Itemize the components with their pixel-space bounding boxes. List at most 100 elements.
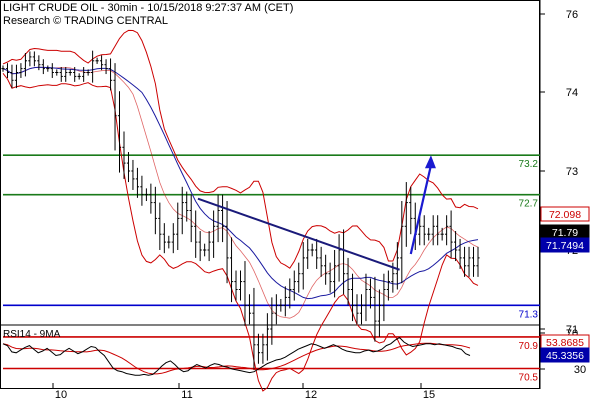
bollinger-lower (2, 72, 479, 392)
price-bar (368, 278, 373, 309)
price-bar (19, 63, 23, 78)
price-bar (328, 262, 332, 293)
price-bar (337, 234, 341, 282)
price-bar (341, 229, 346, 295)
price-bar (377, 289, 382, 337)
price-bar (243, 261, 247, 326)
price-bar (315, 238, 319, 269)
trendline (197, 197, 400, 271)
price-bar (113, 63, 117, 151)
price-bar (234, 270, 238, 301)
price-bar (476, 246, 480, 277)
price-bar (462, 246, 467, 277)
price-bar (324, 254, 328, 285)
price-bar (297, 262, 301, 293)
price-tag-1: 71.79 (552, 227, 578, 239)
price-bar (99, 55, 104, 71)
price-bar (104, 59, 108, 75)
price-bar (68, 69, 72, 76)
x-tick-label-11: 11 (181, 389, 192, 400)
x-tick-label-10: 10 (55, 389, 67, 400)
price-bar (458, 238, 462, 269)
price-bar (10, 64, 14, 89)
level-label-72.7: 72.7 (519, 199, 539, 210)
rsi-line (2, 336, 471, 376)
price-bar (82, 67, 86, 82)
price-bar (261, 333, 265, 364)
price-bar (14, 64, 19, 89)
level-label-73.2: 73.2 (519, 159, 539, 170)
price-bar (55, 69, 59, 76)
price-bar (288, 278, 292, 309)
price-bar (409, 186, 413, 235)
price-bar (149, 183, 153, 214)
y-tick-label-76: 76 (566, 9, 578, 21)
price-bar (225, 201, 229, 284)
price-bar (32, 51, 36, 67)
price-bar (176, 202, 180, 250)
price-bar (471, 246, 476, 277)
price-bar (355, 294, 359, 325)
price-bar (135, 167, 140, 198)
price-bar (359, 294, 364, 325)
price-bar (162, 223, 166, 254)
price-bar (73, 67, 77, 82)
price-bar (144, 188, 148, 202)
price-bar (301, 242, 305, 290)
price-bar (59, 67, 63, 82)
price-bar (256, 333, 261, 364)
price-bar (333, 250, 337, 298)
y-tick-label-73: 73 (566, 166, 578, 178)
price-bar (436, 215, 440, 246)
price-bar (395, 242, 399, 290)
price-bar (440, 227, 444, 241)
price-bar (122, 131, 126, 179)
level-label-70.5: 70.5 (519, 373, 539, 384)
price-bar (279, 298, 283, 312)
price-tag-2: 71.7494 (546, 240, 584, 252)
price-bar (229, 237, 234, 303)
price-bar (364, 273, 368, 322)
price-bar (171, 223, 175, 254)
price-bar (41, 59, 45, 75)
price-bar (212, 210, 216, 258)
price-bar (203, 243, 207, 257)
price-bar (453, 231, 458, 262)
price-bar (131, 159, 135, 190)
price-bar (185, 191, 189, 222)
price-bar (418, 215, 422, 246)
rsi-tick-label-30: 30 (574, 364, 586, 376)
price-bar (373, 276, 377, 342)
price-bar (108, 58, 113, 91)
bollinger-upper (2, 29, 479, 269)
price-tag-2-box (540, 237, 590, 253)
price-bar (247, 294, 252, 325)
price-bar (427, 227, 431, 241)
price-bar (1, 65, 5, 72)
price-bar (64, 67, 68, 82)
rsi-tag-1-box (540, 347, 590, 363)
price-bar (238, 270, 243, 301)
price-bar (126, 152, 131, 183)
price-bar (252, 287, 256, 371)
price-bar (467, 246, 471, 277)
price-bar (46, 65, 50, 72)
price-bar (140, 175, 144, 206)
price-bar (189, 194, 193, 243)
y-tick-label-74: 74 (566, 87, 578, 99)
price-bar (306, 238, 310, 269)
price-bar (404, 182, 408, 247)
price-bar (270, 297, 274, 345)
forecast-arrow (409, 164, 433, 255)
forecast-arrowhead (424, 155, 436, 169)
price-bar (158, 202, 162, 250)
price-bar (382, 273, 386, 322)
price-tag-0: 72.098 (549, 209, 581, 221)
price-bar (167, 235, 171, 249)
price-bar (431, 215, 435, 246)
level-label-70.9: 70.9 (519, 341, 539, 352)
price-bar (386, 270, 390, 301)
rsi-tag-0: 53.8685 (546, 337, 584, 349)
price-bar (449, 210, 453, 258)
